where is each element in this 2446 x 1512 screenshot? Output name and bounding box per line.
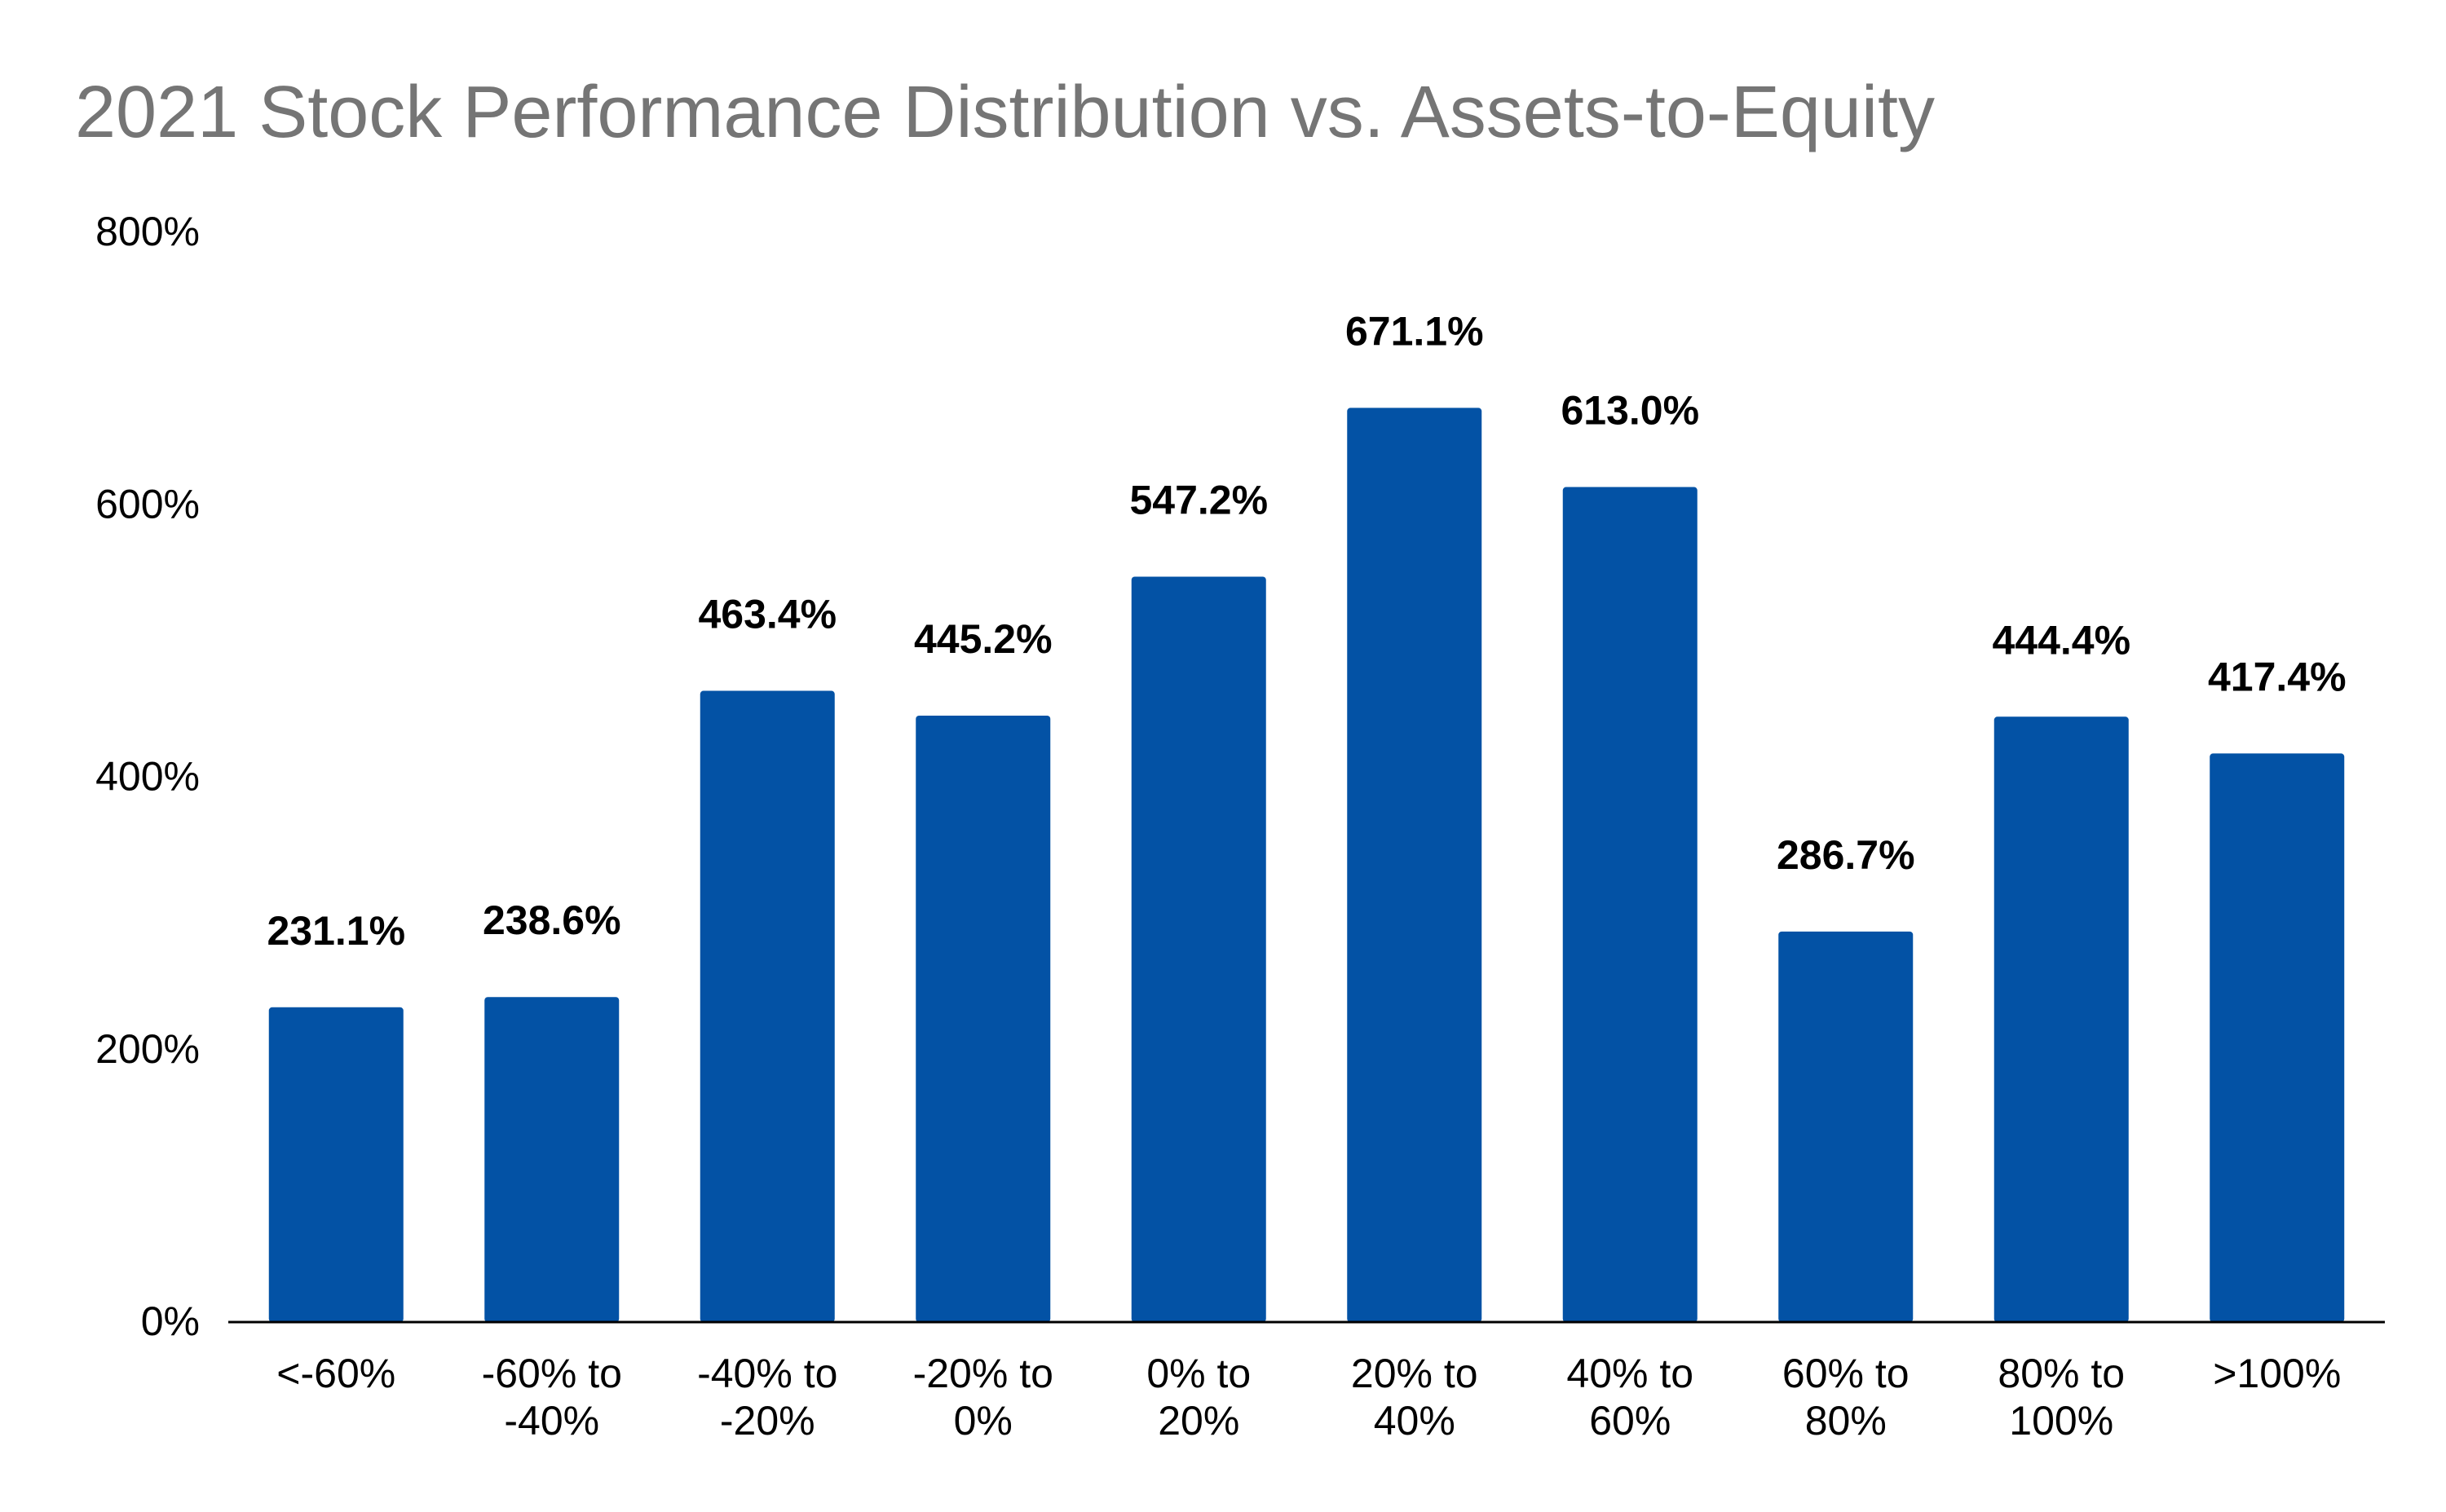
data-label: 444.4% [1992,617,2130,663]
x-tick-label: <-60% [276,1351,395,1396]
data-label: 238.6% [483,897,621,943]
bar [1131,576,1266,1322]
bar [916,715,1051,1322]
data-labels-group: 231.1% 238.6% 463.4% 445.2% 547.2% 671.1% 613.… [267,308,2346,953]
data-label: 231.1% [267,908,405,954]
x-tick-label: >100% [2213,1351,2341,1396]
bars-group [268,408,2345,1323]
data-label: 671.1% [1345,308,1484,354]
x-tick-label: -20% to [913,1351,1053,1396]
y-axis: 0% 200% 400% 600% 800% [95,209,200,1344]
data-label: 463.4% [698,592,837,637]
y-tick-label: 0% [141,1298,200,1344]
data-label: 547.2% [1129,477,1268,522]
x-tick-label: 80% to [1998,1351,2125,1396]
y-tick-label: 800% [95,209,200,254]
bar [484,997,620,1322]
x-tick-label: 0% [954,1398,1013,1444]
x-tick-label: 0% to [1146,1351,1251,1396]
y-tick-label: 400% [95,754,200,800]
x-tick-label: -20% [720,1398,815,1444]
x-tick-label: 60% [1589,1398,1671,1444]
x-tick-label: 40% [1374,1398,1455,1444]
data-label: 445.2% [914,616,1053,662]
bar [268,1007,404,1322]
bar [1347,408,1482,1323]
data-label: 417.4% [2208,654,2347,699]
chart-title: 2021 Stock Performance Distribution vs. … [75,72,1935,153]
y-tick-label: 200% [95,1026,200,1072]
bar [1562,487,1698,1323]
x-tick-label: -60% to [482,1351,622,1396]
y-tick-label: 600% [95,481,200,527]
bar [2210,753,2345,1322]
bar [700,690,835,1322]
data-label: 286.7% [1777,832,1915,878]
data-label: 613.0% [1561,388,1699,434]
x-tick-label: 100% [2009,1398,2113,1444]
x-tick-label: -40% to [697,1351,837,1396]
bar [1993,716,2129,1322]
x-axis: <-60% -60% to-40% -40% to-20% -20% to0% 0% t… [276,1351,2341,1444]
x-tick-label: 40% to [1566,1351,1693,1396]
x-tick-label: 20% [1158,1398,1239,1444]
x-tick-label: 20% to [1351,1351,1478,1396]
bar [1778,931,1914,1322]
x-tick-label: -40% [504,1398,599,1444]
x-tick-label: 60% to [1782,1351,1910,1396]
x-tick-label: 80% [1805,1398,1887,1444]
